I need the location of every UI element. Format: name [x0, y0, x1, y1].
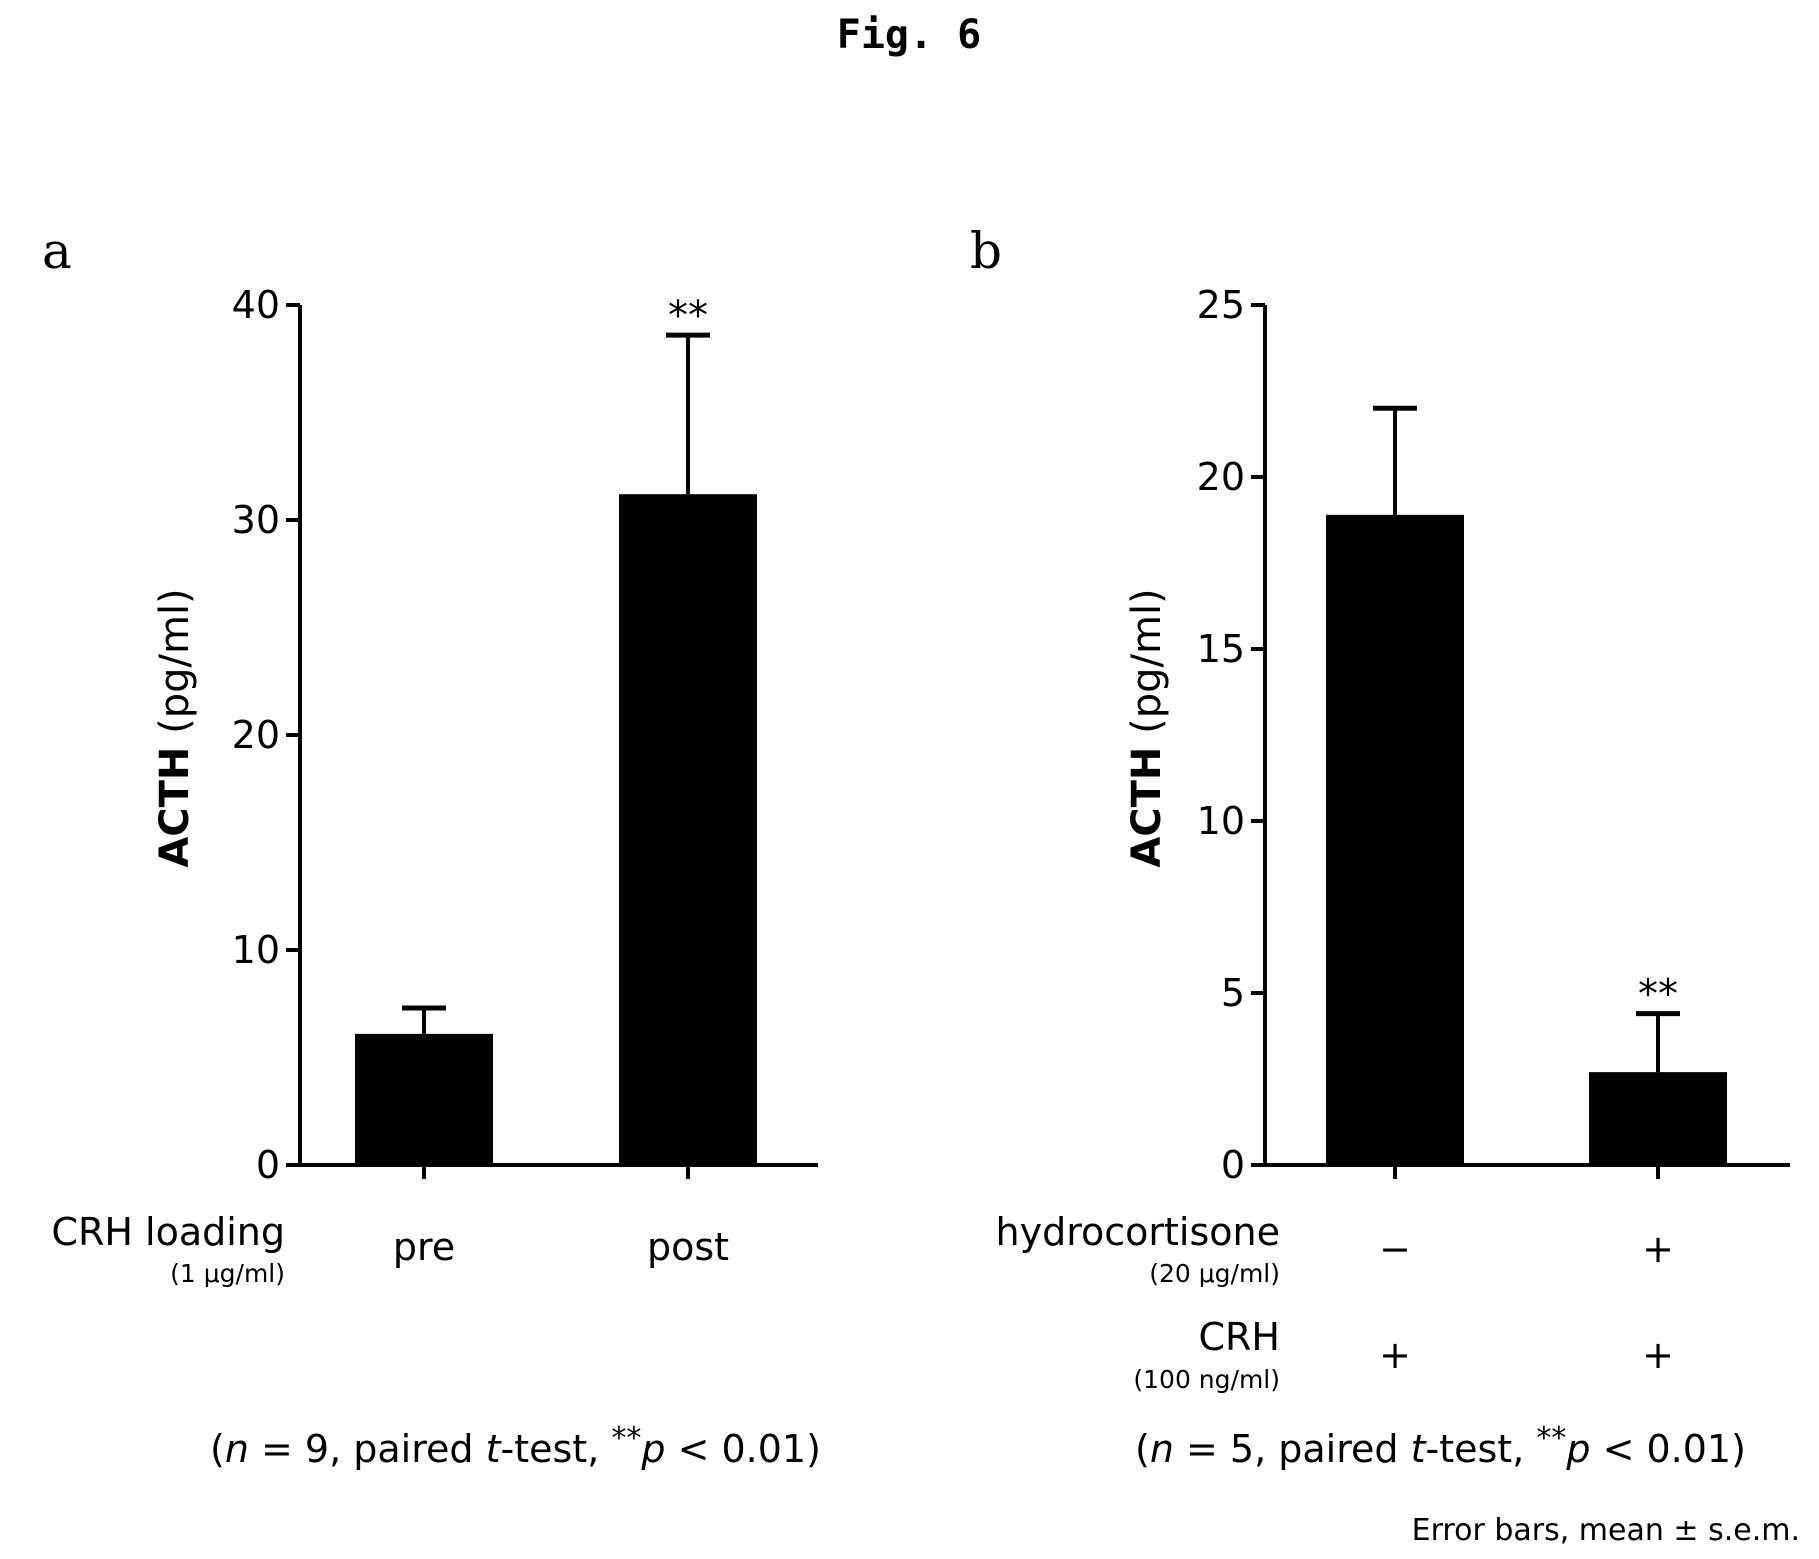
- condition-label: CRH loading: [51, 1210, 285, 1254]
- y-tick-label: 0: [1221, 1143, 1245, 1187]
- panel-letter: b: [970, 222, 1002, 280]
- condition-sublabel: (1 μg/ml): [170, 1259, 285, 1288]
- y-axis-label-quantity: ACTH: [152, 747, 198, 868]
- y-axis-label: ACTH (pg/ml): [1124, 588, 1170, 867]
- footnote-n-text: = 9, paired: [249, 1427, 486, 1471]
- footnote-stars: **: [611, 1421, 641, 1456]
- y-tick-label: 25: [1197, 283, 1245, 327]
- bar: [355, 1034, 493, 1165]
- y-tick-label: 5: [1221, 971, 1245, 1015]
- condition-value: +: [1379, 1333, 1411, 1377]
- footnote-p: p: [1565, 1427, 1590, 1471]
- bar: [1589, 1072, 1727, 1165]
- significance-marker: **: [1638, 972, 1678, 1018]
- condition-sublabel: (20 μg/ml): [1149, 1259, 1280, 1288]
- y-tick-label: 10: [232, 928, 280, 972]
- condition-value: +: [1642, 1227, 1674, 1271]
- y-axis-label-unit: (pg/ml): [1124, 588, 1170, 746]
- condition-label: hydrocortisone: [996, 1210, 1280, 1254]
- condition-value: +: [1642, 1333, 1674, 1377]
- condition-value: post: [647, 1225, 729, 1269]
- footnote-stars: **: [1536, 1421, 1566, 1456]
- y-tick-label: 40: [232, 283, 280, 327]
- y-tick-label: 20: [232, 713, 280, 757]
- bar: [619, 494, 757, 1165]
- footnote-p-text: < 0.01: [1590, 1427, 1731, 1471]
- footnote-n-text: = 5, paired: [1174, 1427, 1411, 1471]
- footnote-p: p: [640, 1427, 665, 1471]
- footnote-test-text: -test,: [501, 1427, 612, 1471]
- stats-footnote: (n = 5, paired t-test, **p < 0.01): [1135, 1421, 1746, 1471]
- condition-label: CRH: [1198, 1315, 1280, 1359]
- footnote-paren: ): [806, 1427, 821, 1471]
- footnote-test-text: -test,: [1426, 1427, 1537, 1471]
- footnote-n: n: [225, 1427, 249, 1471]
- condition-value: pre: [393, 1225, 455, 1269]
- footnote-paren: (: [210, 1427, 225, 1471]
- footnote-p-text: < 0.01: [665, 1427, 806, 1471]
- footnote-paren: ): [1731, 1427, 1746, 1471]
- y-tick-label: 30: [232, 498, 280, 542]
- y-tick-label: 20: [1197, 455, 1245, 499]
- significance-marker: **: [668, 293, 708, 339]
- bar: [1326, 515, 1464, 1165]
- condition-sublabel: (100 ng/ml): [1133, 1365, 1280, 1394]
- y-tick-label: 10: [1197, 799, 1245, 843]
- error-bar-note: Error bars, mean ± s.e.m.: [1412, 1513, 1800, 1548]
- panel-a: a 0 10 20 30 40 ACTH (pg/ml) ** CRH loading (1 μg…: [42, 222, 821, 1471]
- panel-letter: a: [42, 222, 72, 280]
- y-axis-label-unit: (pg/ml): [152, 588, 198, 746]
- y-axis-label-quantity: ACTH: [1124, 747, 1170, 868]
- condition-value: −: [1379, 1227, 1411, 1271]
- panel-b: b 0 5 10 15 20 25 ACTH (pg/ml) ** hydrocortisone (…: [970, 222, 1790, 1471]
- figure-title: Fig. 6: [837, 12, 982, 58]
- y-axis-label: ACTH (pg/ml): [152, 588, 198, 867]
- stats-footnote: (n = 9, paired t-test, **p < 0.01): [210, 1421, 821, 1471]
- footnote-paren: (: [1135, 1427, 1150, 1471]
- y-tick-label: 15: [1197, 627, 1245, 671]
- footnote-n: n: [1150, 1427, 1174, 1471]
- y-tick-label: 0: [256, 1143, 280, 1187]
